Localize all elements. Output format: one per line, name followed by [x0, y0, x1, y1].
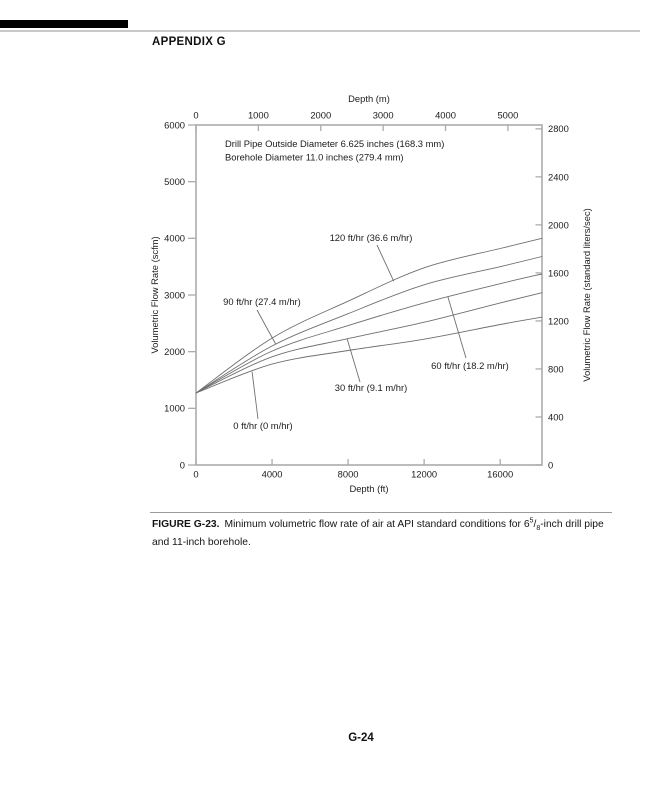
page-number: G-24: [348, 732, 374, 744]
plot-annotation: Borehole Diameter 11.0 inches (279.4 mm): [225, 152, 404, 163]
caption-fraction-denominator: 8: [536, 525, 541, 533]
figure-caption: FIGURE G-23. Minimum volumetric flow rate…: [152, 516, 614, 551]
right-axis-tick-label: 2800: [548, 123, 569, 134]
left-axis-tick-label: 0: [180, 459, 185, 470]
bottom-axis-tick-label: 0: [193, 469, 198, 480]
figure-caption-text-end: -inch drill pipe and 11-inch borehole.: [152, 519, 604, 548]
left-axis-tick-label: 1000: [164, 403, 185, 414]
left-axis-title: Volumetric Flow Rate (scfm): [149, 236, 160, 353]
curve-0-fthr: [195, 316, 543, 394]
plot-frame: [195, 124, 543, 466]
left-axis-tick-label: 5000: [164, 176, 185, 187]
caption-rule: [150, 512, 612, 513]
appendix-heading: APPENDIX G: [152, 36, 226, 48]
bottom-axis-title: Depth (ft): [349, 483, 388, 494]
right-axis-tick-label: 400: [548, 411, 564, 422]
right-axis-tick-label: 800: [548, 363, 564, 374]
top-axis-tick-label: 0: [193, 110, 198, 121]
header-rule: [0, 30, 640, 32]
leader-line-90-fthr: [256, 309, 277, 345]
top-axis-title: Depth (m): [348, 93, 390, 104]
right-axis-tick-label: 2000: [548, 219, 569, 230]
left-axis-tick-label: 2000: [164, 346, 185, 357]
right-axis-title: Volumetric Flow Rate (standard liters/se…: [581, 208, 592, 382]
leader-line-30-fthr: [346, 338, 361, 383]
curve-60-fthr: [195, 273, 543, 394]
curve-120-fthr: [195, 237, 543, 394]
caption-fraction-slash: /: [533, 519, 537, 530]
right-axis-tick-label: 1200: [548, 315, 569, 326]
left-axis-tick-label: 3000: [164, 289, 185, 300]
bottom-axis-tick-label: 4000: [262, 469, 283, 480]
curve-label-0-fthr: 0 ft/hr (0 m/hr): [233, 420, 292, 431]
leader-line-60-fthr: [447, 296, 467, 359]
curve-label-60-fthr: 60 ft/hr (18.2 m/hr): [431, 360, 509, 371]
right-axis-tick-label: 1600: [548, 267, 569, 278]
curve-90-fthr: [195, 256, 543, 394]
left-axis-tick-label: 6000: [164, 119, 185, 130]
leader-line-120-fthr: [376, 244, 395, 282]
header-black-bar: [0, 20, 128, 28]
right-axis-tick-label: 0: [548, 459, 553, 470]
bottom-axis-tick-label: 12000: [411, 469, 437, 480]
top-axis-tick-label: 2000: [310, 110, 331, 121]
top-axis-tick-label: 5000: [497, 110, 518, 121]
top-axis-tick-label: 4000: [435, 110, 456, 121]
bottom-axis-tick-label: 8000: [338, 469, 359, 480]
curve-label-30-fthr: 30 ft/hr (9.1 m/hr): [335, 382, 407, 393]
caption-fraction-numerator: 5: [529, 517, 534, 525]
figure-caption-label: FIGURE G-23.: [152, 519, 220, 530]
curve-label-120-fthr: 120 ft/hr (36.6 m/hr): [330, 232, 413, 243]
right-axis-tick-label: 2400: [548, 171, 569, 182]
plot-annotation: Drill Pipe Outside Diameter 6.625 inches…: [225, 138, 444, 149]
bottom-axis-tick-label: 16000: [487, 469, 513, 480]
left-axis-tick-label: 4000: [164, 233, 185, 244]
curve-label-90-fthr: 90 ft/hr (27.4 m/hr): [223, 296, 301, 307]
top-axis-tick-label: 1000: [248, 110, 269, 121]
top-axis-tick-label: 3000: [373, 110, 394, 121]
leader-line-0-fthr: [251, 371, 259, 420]
curve-30-fthr: [195, 292, 543, 394]
figure-caption-text: Minimum volumetric flow rate of air at A…: [224, 519, 530, 530]
